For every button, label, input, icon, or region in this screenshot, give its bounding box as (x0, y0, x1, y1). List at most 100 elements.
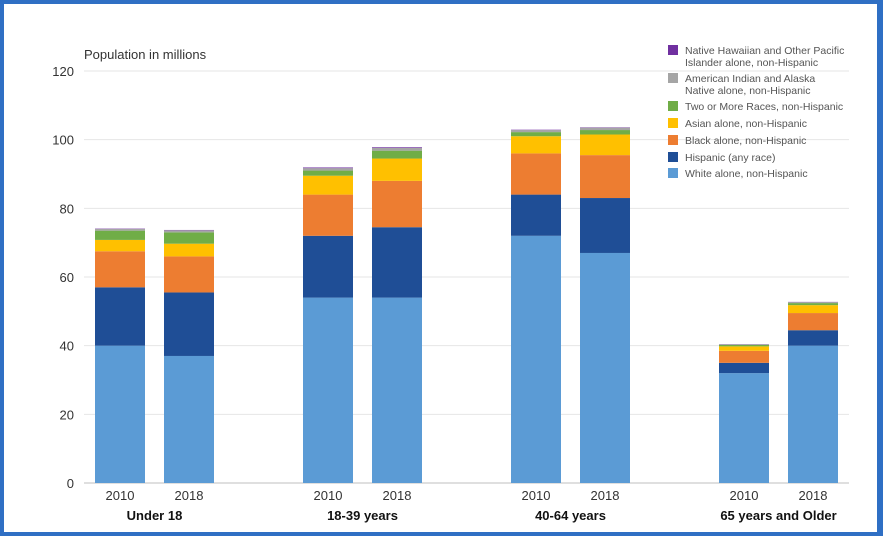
bar-segment (788, 305, 838, 313)
bar-segment (372, 147, 422, 148)
y-tick-label: 40 (60, 339, 74, 354)
year-tick-label: 2010 (106, 488, 135, 503)
y-tick-label: 0 (67, 476, 74, 491)
bar-segment (95, 240, 145, 251)
legend-swatch (668, 135, 678, 145)
bar-segment (719, 346, 769, 350)
bar-segment (164, 256, 214, 292)
bar-segment (580, 130, 630, 134)
bar-segment (95, 231, 145, 240)
bar-segment (303, 167, 353, 168)
bar-segment (719, 373, 769, 483)
bar-segment (511, 132, 561, 136)
bar-stack (511, 130, 561, 483)
bar-segment (719, 345, 769, 346)
y-tick-labels: 0 20 40 60 80 100 120 (52, 64, 74, 491)
year-tick-label: 2010 (314, 488, 343, 503)
bar-segment (788, 330, 838, 345)
bar-segment (719, 344, 769, 345)
bar-segment (580, 198, 630, 253)
legend-label: Black alone, non-Hispanic (685, 135, 806, 147)
bar-segment (303, 298, 353, 483)
legend-swatch (668, 168, 678, 178)
y-tick-label: 100 (52, 133, 74, 148)
legend-item: Hispanic (any race) (668, 152, 775, 164)
legend-swatch (668, 118, 678, 128)
bar-segment (788, 313, 838, 330)
bar-stack (719, 344, 769, 483)
bar-segment (372, 227, 422, 297)
y-tick-label: 120 (52, 64, 74, 79)
year-tick-label: 2010 (522, 488, 551, 503)
bar-segment (719, 351, 769, 363)
legend-item: Asian alone, non-Hispanic (668, 118, 807, 130)
legend-item: White alone, non-Hispanic (668, 168, 808, 180)
bar-segment (95, 287, 145, 345)
bar-segment (788, 302, 838, 303)
bar-stack (164, 230, 214, 483)
stacked-bar-chart: Population in millions 0 20 40 60 80 100 120 2… (4, 4, 883, 540)
y-tick-label: 20 (60, 407, 74, 422)
year-tick-label: 2018 (799, 488, 828, 503)
bar-stack (580, 127, 630, 483)
bar-stack (372, 147, 422, 483)
bar-segment (303, 176, 353, 195)
y-axis-label: Population in millions (84, 47, 207, 62)
group-label: 65 years and Older (720, 508, 836, 523)
bar-segment (164, 292, 214, 356)
legend-label: White alone, non-Hispanic (685, 168, 808, 180)
bar-segment (511, 153, 561, 194)
bar-segment (719, 363, 769, 373)
bar-segment (511, 195, 561, 236)
bar-segment (788, 303, 838, 305)
legend-label: Two or More Races, non-Hispanic (685, 101, 843, 113)
group-label: 18-39 years (327, 508, 398, 523)
year-tick-label: 2010 (730, 488, 759, 503)
year-tick-label: 2018 (175, 488, 204, 503)
year-tick-label: 2018 (383, 488, 412, 503)
bar-segment (372, 159, 422, 181)
legend-swatch (668, 152, 678, 162)
bars (95, 127, 838, 483)
bar-segment (372, 181, 422, 227)
bar-segment (303, 168, 353, 170)
legend-label: Hispanic (any race) (685, 152, 775, 164)
bar-segment (372, 151, 422, 159)
bar-segment (303, 236, 353, 298)
legend-swatch (668, 73, 678, 83)
group-label: Under 18 (127, 508, 183, 523)
bar-segment (788, 346, 838, 483)
bar-segment (580, 253, 630, 483)
bar-stack (303, 167, 353, 483)
bar-segment (580, 155, 630, 198)
bar-segment (372, 298, 422, 483)
bar-segment (511, 236, 561, 483)
legend-swatch (668, 45, 678, 55)
group-label: 40-64 years (535, 508, 606, 523)
bar-segment (303, 195, 353, 236)
y-tick-label: 80 (60, 201, 74, 216)
bar-stack (95, 229, 145, 483)
legend-swatch (668, 101, 678, 111)
bar-segment (580, 135, 630, 156)
bar-segment (511, 136, 561, 153)
bar-segment (164, 232, 214, 243)
bar-segment (164, 244, 214, 257)
bar-segment (164, 230, 214, 232)
bar-stack (788, 302, 838, 483)
bar-segment (511, 130, 561, 132)
year-tick-label: 2018 (591, 488, 620, 503)
x-axis-labels: 2010 2018 Under 18 2010 2018 18-39 years 2010 2… (106, 488, 837, 523)
y-tick-label: 60 (60, 270, 74, 285)
legend-item: Two or More Races, non-Hispanic (668, 101, 843, 113)
legend-label: Asian alone, non-Hispanic (685, 118, 807, 130)
bar-segment (580, 128, 630, 130)
bar-segment (95, 251, 145, 287)
legend-item: Black alone, non-Hispanic (668, 135, 806, 147)
